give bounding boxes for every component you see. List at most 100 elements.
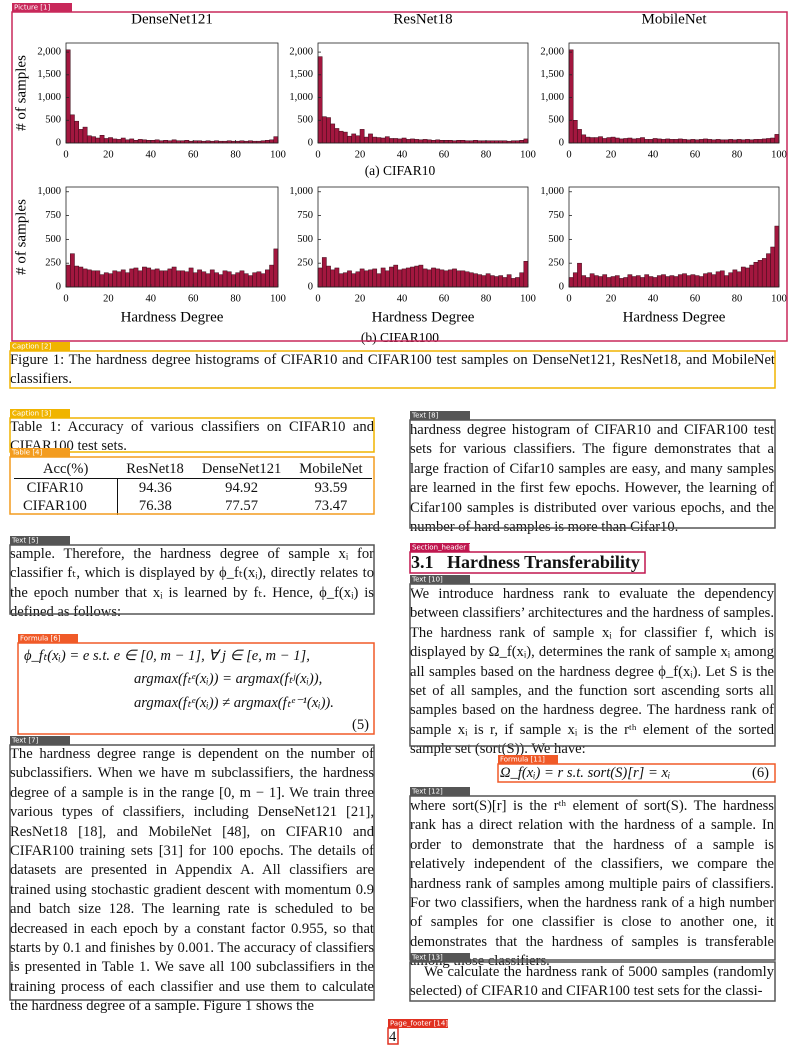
bar (137, 270, 143, 288)
y-tick-label: 1,500 (540, 69, 564, 80)
bar (460, 270, 466, 288)
x-tick-label: 100 (520, 149, 536, 160)
subcaption: (b) CIFAR100 (361, 330, 439, 345)
x-tick-label: 100 (520, 293, 536, 304)
bar (627, 274, 633, 288)
bar (235, 272, 241, 288)
plot-frame (65, 42, 279, 144)
bar (568, 277, 574, 288)
bar (405, 139, 411, 144)
bar (243, 273, 249, 288)
x-tick-label: 80 (481, 293, 492, 304)
bar (602, 138, 608, 144)
section-number: 3.1 (411, 552, 434, 572)
bar (690, 139, 696, 144)
y-tick-label: 750 (45, 210, 61, 221)
bar (351, 133, 357, 144)
bar (218, 274, 224, 288)
chart-title: MobileNet (642, 11, 708, 27)
bar (606, 137, 612, 144)
x-tick-label: 40 (397, 293, 408, 304)
bar (116, 271, 122, 288)
bar (86, 135, 92, 144)
bar (422, 139, 428, 144)
bar (338, 273, 344, 288)
bar (770, 246, 776, 288)
bar (342, 131, 348, 144)
bar (652, 277, 658, 288)
bar (82, 126, 88, 144)
bar (91, 270, 96, 288)
bar (703, 273, 708, 288)
bar (745, 139, 750, 144)
bar (665, 138, 671, 144)
table-row: CIFAR100 76.38 77.57 73.47 (14, 497, 372, 515)
bar (129, 138, 135, 144)
x-tick-label: 60 (690, 293, 701, 304)
bar (724, 275, 729, 288)
figure-caption: Figure 1: The hardness degree histograms… (10, 352, 775, 388)
bar (112, 270, 118, 288)
y-tick-label: 250 (45, 258, 61, 269)
y-tick-label: 1,500 (289, 69, 313, 80)
bar (473, 140, 478, 144)
bar (330, 123, 336, 144)
bar (770, 137, 776, 144)
bar (698, 276, 704, 288)
y-tick-label: 0 (308, 137, 313, 148)
bar (761, 138, 767, 144)
bar (494, 276, 499, 288)
bar (669, 139, 675, 144)
bar (485, 273, 491, 288)
bar (686, 139, 692, 144)
bar (146, 140, 152, 144)
bar (498, 275, 504, 288)
y-tick-label: 0 (559, 281, 564, 292)
bar (677, 274, 683, 288)
bar (481, 275, 487, 288)
bar (443, 270, 449, 288)
bar (703, 138, 708, 144)
bar (184, 140, 190, 144)
bar (426, 139, 432, 144)
bar (740, 266, 746, 288)
bar (640, 137, 645, 144)
x-tick-label: 0 (315, 293, 320, 304)
bar (635, 138, 641, 144)
bar (154, 139, 160, 144)
cell: 94.36 (138, 480, 172, 496)
bar (142, 266, 147, 288)
bar (414, 139, 420, 144)
y-tick-label: 500 (548, 234, 564, 245)
bar (142, 139, 147, 144)
bar (614, 137, 620, 144)
bar (410, 138, 415, 144)
bar (171, 266, 177, 288)
x-tick-label: 40 (397, 149, 408, 160)
bar (397, 269, 403, 288)
bar (426, 269, 432, 288)
bar (682, 139, 687, 144)
bar (65, 49, 71, 144)
bar (523, 138, 529, 144)
bar (589, 273, 595, 288)
bar (239, 270, 245, 288)
bar (384, 136, 390, 144)
bar (91, 136, 96, 144)
bar (273, 248, 279, 288)
bar (506, 274, 512, 288)
bar (150, 269, 156, 288)
y-tick-label: 2,000 (289, 46, 313, 57)
formula-number: (5) (352, 717, 370, 733)
bar (380, 267, 386, 288)
bar (317, 56, 323, 144)
bar (669, 275, 675, 288)
bar (732, 269, 738, 288)
bar (401, 268, 407, 288)
section-title: Hardness Transferability (447, 552, 640, 572)
bar (694, 275, 700, 288)
bar (197, 269, 202, 288)
bar (167, 268, 173, 288)
bar (368, 133, 373, 144)
x-tick-label: 40 (648, 293, 659, 304)
